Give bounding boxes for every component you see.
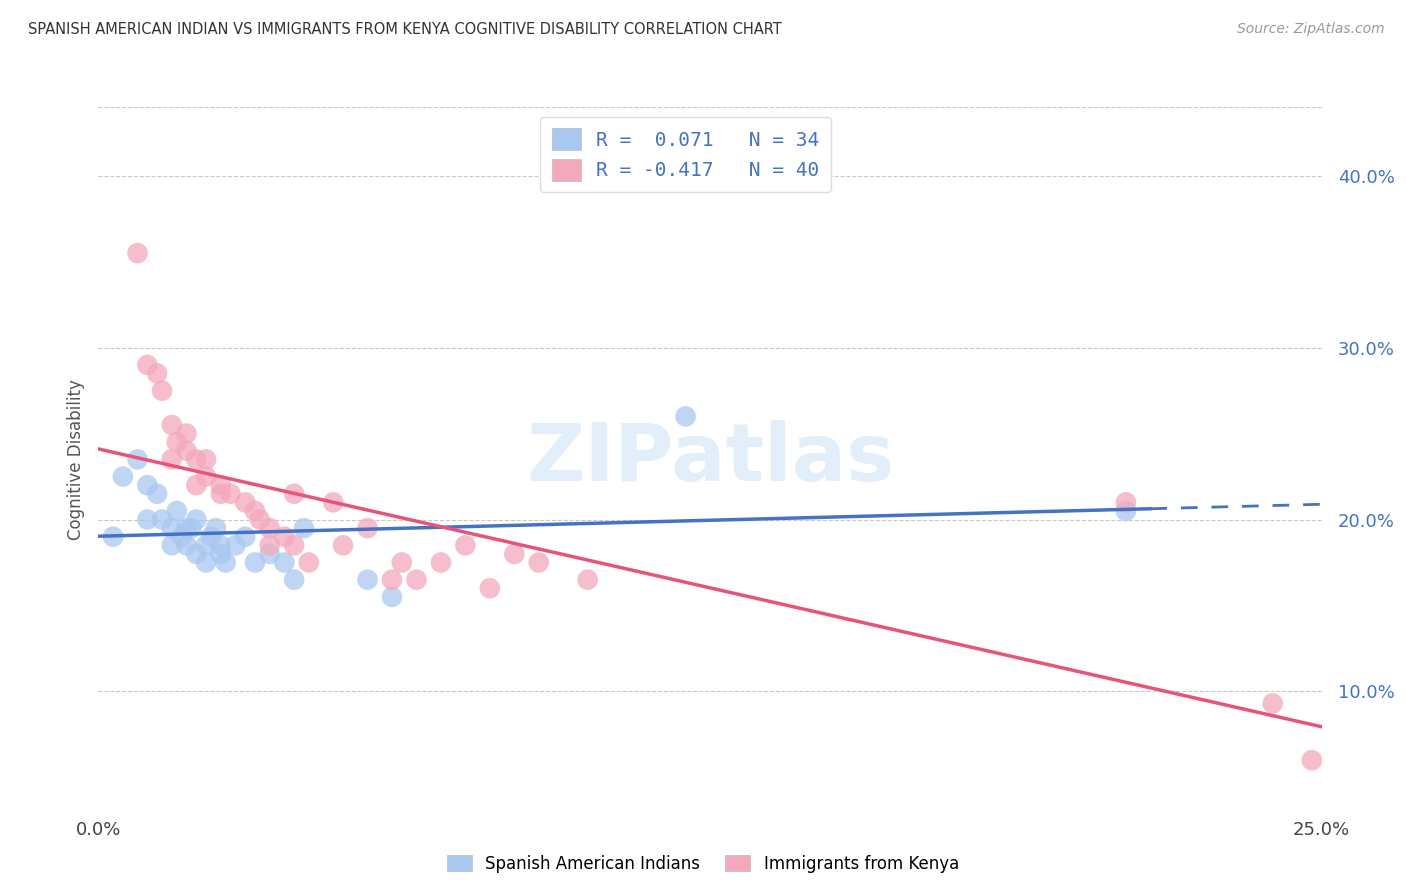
Text: SPANISH AMERICAN INDIAN VS IMMIGRANTS FROM KENYA COGNITIVE DISABILITY CORRELATIO: SPANISH AMERICAN INDIAN VS IMMIGRANTS FR…: [28, 22, 782, 37]
Point: [249, 512, 271, 526]
Point: [292, 521, 315, 535]
Point: [381, 590, 404, 604]
Point: [127, 246, 149, 260]
Point: [259, 538, 281, 552]
Point: [1301, 753, 1323, 767]
Point: [127, 452, 149, 467]
Point: [160, 452, 183, 467]
Point: [356, 573, 378, 587]
Point: [283, 573, 305, 587]
Point: [205, 521, 228, 535]
Point: [136, 512, 159, 526]
Point: [195, 556, 218, 570]
Point: [170, 530, 193, 544]
Point: [1115, 495, 1137, 509]
Point: [186, 478, 208, 492]
Y-axis label: Cognitive Disability: Cognitive Disability: [66, 379, 84, 540]
Point: [176, 538, 198, 552]
Point: [332, 538, 354, 552]
Point: [322, 495, 344, 509]
Point: [283, 538, 305, 552]
Point: [356, 521, 378, 535]
Legend: Spanish American Indians, Immigrants from Kenya: Spanish American Indians, Immigrants fro…: [440, 848, 966, 880]
Point: [209, 478, 232, 492]
Point: [176, 443, 198, 458]
Point: [273, 556, 295, 570]
Point: [233, 495, 256, 509]
Text: ZIPatlas: ZIPatlas: [526, 420, 894, 499]
Point: [200, 530, 222, 544]
Point: [186, 547, 208, 561]
Point: [214, 556, 236, 570]
Point: [160, 521, 183, 535]
Legend: R =  0.071   N = 34, R = -0.417   N = 40: R = 0.071 N = 34, R = -0.417 N = 40: [540, 117, 831, 192]
Point: [527, 556, 550, 570]
Point: [381, 573, 404, 587]
Point: [454, 538, 477, 552]
Point: [273, 530, 295, 544]
Point: [101, 530, 124, 544]
Point: [224, 538, 246, 552]
Point: [298, 556, 321, 570]
Point: [243, 556, 266, 570]
Point: [1115, 504, 1137, 518]
Point: [111, 469, 134, 483]
Text: Source: ZipAtlas.com: Source: ZipAtlas.com: [1237, 22, 1385, 37]
Point: [195, 452, 218, 467]
Point: [136, 358, 159, 372]
Point: [233, 530, 256, 544]
Point: [503, 547, 526, 561]
Point: [180, 521, 202, 535]
Point: [243, 504, 266, 518]
Point: [160, 417, 183, 432]
Point: [259, 547, 281, 561]
Point: [150, 512, 173, 526]
Point: [166, 435, 188, 450]
Point: [259, 521, 281, 535]
Point: [405, 573, 427, 587]
Point: [478, 582, 501, 596]
Point: [391, 556, 413, 570]
Point: [283, 487, 305, 501]
Point: [186, 512, 208, 526]
Point: [166, 504, 188, 518]
Point: [195, 469, 218, 483]
Point: [675, 409, 697, 424]
Point: [209, 538, 232, 552]
Point: [160, 538, 183, 552]
Point: [209, 487, 232, 501]
Point: [146, 487, 169, 501]
Point: [195, 538, 218, 552]
Point: [150, 384, 173, 398]
Point: [1261, 697, 1284, 711]
Point: [136, 478, 159, 492]
Point: [146, 367, 169, 381]
Point: [186, 452, 208, 467]
Point: [176, 521, 198, 535]
Point: [219, 487, 242, 501]
Point: [576, 573, 599, 587]
Point: [209, 547, 232, 561]
Point: [430, 556, 453, 570]
Point: [176, 426, 198, 441]
